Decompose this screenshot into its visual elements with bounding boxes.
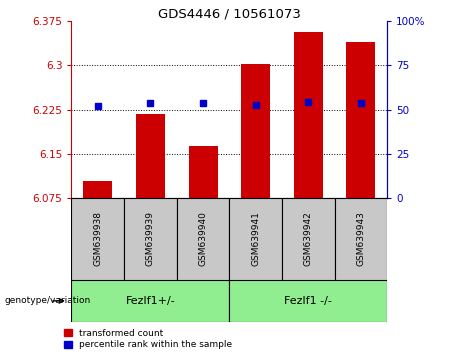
Text: Fezlf1+/-: Fezlf1+/- (125, 296, 175, 306)
FancyBboxPatch shape (335, 198, 387, 280)
FancyBboxPatch shape (282, 198, 335, 280)
Title: GDS4446 / 10561073: GDS4446 / 10561073 (158, 7, 301, 20)
Legend: transformed count, percentile rank within the sample: transformed count, percentile rank withi… (65, 329, 232, 349)
FancyBboxPatch shape (71, 198, 124, 280)
Text: GSM639942: GSM639942 (304, 212, 313, 266)
Bar (83, 181, 112, 198)
Text: Fezlf1 -/-: Fezlf1 -/- (284, 296, 332, 306)
Bar (241, 64, 270, 198)
Bar (347, 42, 375, 198)
FancyBboxPatch shape (177, 198, 229, 280)
Text: GSM639939: GSM639939 (146, 211, 155, 267)
Bar (294, 33, 323, 198)
FancyBboxPatch shape (124, 198, 177, 280)
Bar (189, 146, 218, 198)
FancyBboxPatch shape (71, 280, 229, 322)
Text: GSM639938: GSM639938 (93, 211, 102, 267)
Bar (136, 114, 165, 198)
Text: GSM639943: GSM639943 (356, 211, 366, 267)
FancyBboxPatch shape (229, 280, 387, 322)
Text: genotype/variation: genotype/variation (5, 296, 91, 306)
Text: GSM639940: GSM639940 (199, 211, 207, 267)
Text: GSM639941: GSM639941 (251, 211, 260, 267)
FancyBboxPatch shape (229, 198, 282, 280)
